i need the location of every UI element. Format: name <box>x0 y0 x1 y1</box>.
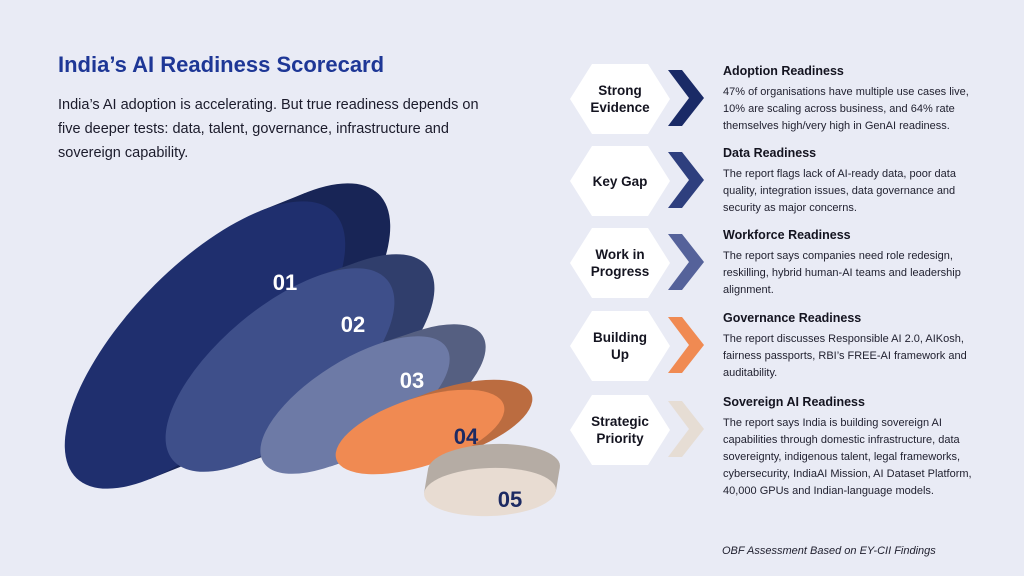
status-label-line: Work in <box>595 247 645 262</box>
disc-face <box>424 467 556 517</box>
readiness-description: The report flags lack of AI-ready data, … <box>723 168 956 214</box>
status-hexagon: Strong Evidence <box>570 64 670 134</box>
footer-note: OBF Assessment Based on EY-CII Findings <box>722 545 936 557</box>
readiness-description: The report says India is building sovere… <box>723 417 972 497</box>
disc-number-01: 01 <box>273 270 297 295</box>
readiness-title: Workforce Readiness <box>723 228 851 242</box>
disc-face <box>165 268 395 472</box>
chevron-right-icon <box>668 401 704 457</box>
disc-number-04: 04 <box>454 424 479 449</box>
readiness-title: Governance Readiness <box>723 311 862 325</box>
status-label-line: Evidence <box>590 100 650 115</box>
status-hexagon: Work in Progress <box>570 228 670 298</box>
status-label-line: Up <box>611 347 629 362</box>
chevron-right-icon <box>668 234 704 290</box>
status-label-line: Priority <box>596 431 644 446</box>
status-label-line: Strategic <box>591 414 649 429</box>
status-label-line: Progress <box>590 264 650 279</box>
page-subtitle: India’s AI adoption is accelerating. But… <box>58 97 479 161</box>
readiness-title: Sovereign AI Readiness <box>723 395 865 409</box>
disc-face <box>64 201 346 489</box>
disc-face <box>335 389 505 475</box>
disc-05 <box>424 443 560 517</box>
readiness-description: 47% of organisations have multiple use c… <box>723 86 969 132</box>
status-label-line: Key Gap <box>592 173 648 189</box>
chevron-right-icon <box>668 317 704 373</box>
chevron-right-icon <box>668 70 704 126</box>
status-hexagon: Key Gap <box>570 146 670 216</box>
disc-number-03: 03 <box>400 368 424 393</box>
status-hexagon: Strategic Priority <box>570 395 670 465</box>
disc-02 <box>165 254 435 472</box>
status-hexagon: Building Up <box>570 311 670 381</box>
disc-04 <box>335 379 533 475</box>
readiness-description: The report discusses Responsible AI 2.0,… <box>723 333 967 379</box>
page-title: India’s AI Readiness Scorecard <box>58 52 385 77</box>
chevron-right-icon <box>668 152 704 208</box>
status-label-line: Strong <box>598 83 642 98</box>
readiness-description: The report says companies need role rede… <box>723 250 961 296</box>
readiness-title: Data Readiness <box>723 146 817 160</box>
status-label-line: Building <box>593 330 647 345</box>
disc-number-02: 02 <box>341 312 365 337</box>
disc-number-05: 05 <box>498 487 522 512</box>
disc-stack: 01 02 03 04 05 <box>64 183 560 517</box>
readiness-title: Adoption Readiness <box>723 64 844 78</box>
disc-face <box>260 336 450 474</box>
